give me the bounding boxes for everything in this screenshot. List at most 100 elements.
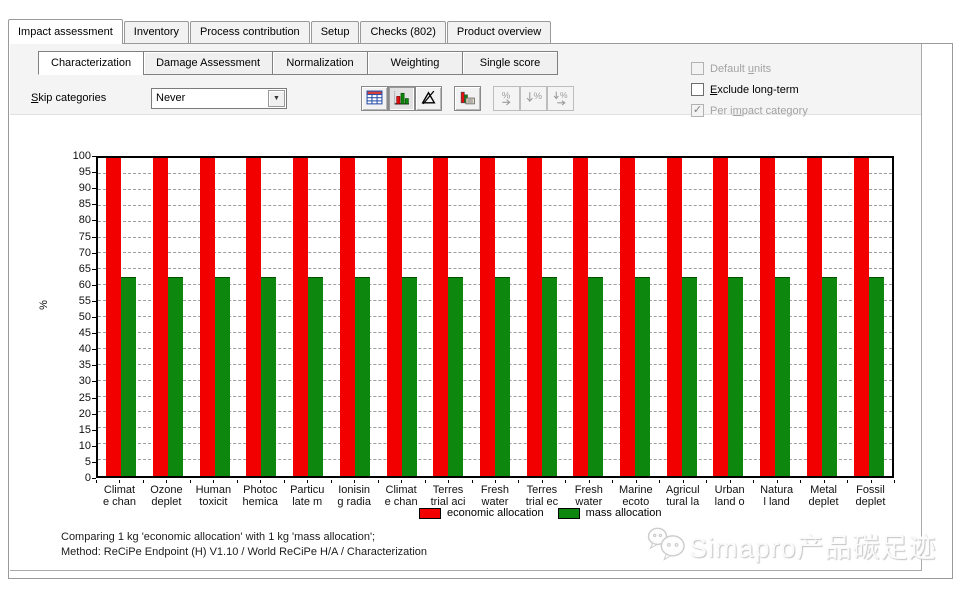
bar-mass-allocation-7[interactable] [448,277,464,476]
bar-mass-allocation-0[interactable] [121,277,137,476]
checkbox-exclude-long-term[interactable]: Exclude long-term [691,79,808,100]
bar-group-fresh-water [565,158,612,476]
y-tick-mark-40 [92,349,96,351]
bar-mass-allocation-14[interactable] [775,277,791,476]
x-label-climat-e-chan: Climat e chan [384,484,418,508]
x-label-urban-land-o: Urban land o [714,484,745,508]
bar-mass-allocation-8[interactable] [494,277,510,476]
down-percent-button: % [520,86,547,111]
gridline-80 [98,220,892,222]
tab-process-contribution[interactable]: Process contribution [190,21,310,43]
table-view-button[interactable] [361,86,388,111]
checkbox-default-units: Default units [691,58,808,79]
impact-assessment-panel: Characterization Damage Assessment Normali… [8,43,953,579]
watermark: Simapro产品碳足迹 [645,525,937,566]
x-tick-mark-0 [96,480,97,483]
bar-economic-allocation-4[interactable] [293,158,309,476]
x-tick-mark-12 [377,480,379,483]
y-tick-mark-65 [92,268,96,270]
gridline-85 [98,204,892,206]
checkbox-label-exclude-long-term: Exclude long-term [710,83,799,96]
bar-economic-allocation-5[interactable] [339,158,355,476]
legend-item-mass-allocation: mass allocation [544,507,661,519]
bar-economic-allocation-1[interactable] [153,158,169,476]
bar-mass-allocation-12[interactable] [681,277,697,476]
x-tick-mark-31 [823,480,825,483]
tab-inventory[interactable]: Inventory [123,21,190,43]
delta-slash-button[interactable] [415,86,442,111]
gridline-95 [98,172,892,174]
bar-mass-allocation-11[interactable] [635,277,651,476]
x-label-metal-deplet: Metal deplet [808,484,839,508]
down-percent-icon: % [525,89,543,109]
bar-group-ozone-deplet [145,158,192,476]
subtab-weighting[interactable]: Weighting [367,51,464,75]
gridline-65 [98,268,892,270]
checkbox-box-default-units [691,62,704,75]
y-tick-label-80: 80 [78,214,91,227]
bar-mass-allocation-5[interactable] [354,277,370,476]
y-tick-mark-90 [92,188,96,190]
bar-group-metal-deplet [799,158,846,476]
tab-impact-assessment[interactable]: Impact assessment [8,19,123,44]
bar-mass-allocation-13[interactable] [728,277,744,476]
bar-mass-allocation-10[interactable] [588,277,604,476]
main-tab-strip: Impact assessment Inventory Process contri… [8,18,552,44]
x-label-fresh-water: Fresh water [574,484,603,508]
bar-economic-allocation-7[interactable] [433,158,449,476]
tab-checks-802[interactable]: Checks (802) [360,21,446,43]
x-tick-mark-18 [518,480,520,483]
y-tick-mark-10 [92,445,96,447]
bar-economic-allocation-6[interactable] [386,158,402,476]
percent-arrow-icon: % [498,89,515,109]
y-tick-mark-85 [92,204,96,206]
bar-economic-allocation-13[interactable] [713,158,729,476]
x-tick-mark-24 [659,480,661,483]
bar-chart-view-button[interactable] [388,86,415,111]
tab-setup[interactable]: Setup [310,21,360,43]
grouped-bar-button[interactable] [454,86,481,111]
bar-economic-allocation-16[interactable] [853,158,869,476]
bar-mass-allocation-15[interactable] [821,277,837,476]
chevron-down-icon[interactable]: ▼ [268,90,285,107]
subtab-normalization[interactable]: Normalization [272,51,369,75]
y-axis-label: % [37,300,50,310]
bar-economic-allocation-14[interactable] [760,158,776,476]
subtab-damage-assessment[interactable]: Damage Assessment [143,51,274,75]
x-tick-mark-22 [612,480,614,483]
bar-mass-allocation-6[interactable] [401,277,417,476]
subtab-single-score[interactable]: Single score [462,51,559,75]
x-tick-mark-5 [213,480,215,483]
bar-group-natura-l-land [752,158,799,476]
bar-economic-allocation-0[interactable] [106,158,122,476]
bar-group-photoc-hemica [238,158,285,476]
bar-mass-allocation-1[interactable] [168,277,184,476]
bar-mass-allocation-16[interactable] [868,277,884,476]
y-tick-mark-35 [92,365,96,367]
bar-mass-allocation-4[interactable] [308,277,324,476]
bar-mass-allocation-2[interactable] [214,277,230,476]
checkbox-label-per-impact-category: Per impact category [710,104,808,117]
bar-economic-allocation-15[interactable] [806,158,822,476]
bar-economic-allocation-2[interactable] [199,158,215,476]
bar-mass-allocation-3[interactable] [261,277,277,476]
bar-economic-allocation-11[interactable] [620,158,636,476]
bar-economic-allocation-3[interactable] [246,158,262,476]
y-tick-mark-50 [92,317,96,318]
subtab-characterization[interactable]: Characterization [38,51,145,75]
percent-arrow-button: % [493,86,520,111]
tab-product-overview[interactable]: Product overview [446,21,552,43]
y-tick-label-85: 85 [78,198,91,211]
checkbox-box-exclude-long-term[interactable] [691,83,704,96]
y-tick-mark-0 [92,478,96,479]
x-label-particu-late-m: Particu late m [290,484,325,508]
bar-economic-allocation-8[interactable] [479,158,495,476]
bar-economic-allocation-9[interactable] [526,158,542,476]
bar-economic-allocation-10[interactable] [573,158,589,476]
y-tick-mark-80 [92,220,96,222]
checkbox-per-impact-category: ✓ Per impact category [691,100,808,121]
bar-mass-allocation-9[interactable] [541,277,557,476]
svg-text:%: % [534,91,543,102]
bar-economic-allocation-12[interactable] [666,158,682,476]
skip-categories-dropdown[interactable]: Never ▼ [151,88,287,109]
